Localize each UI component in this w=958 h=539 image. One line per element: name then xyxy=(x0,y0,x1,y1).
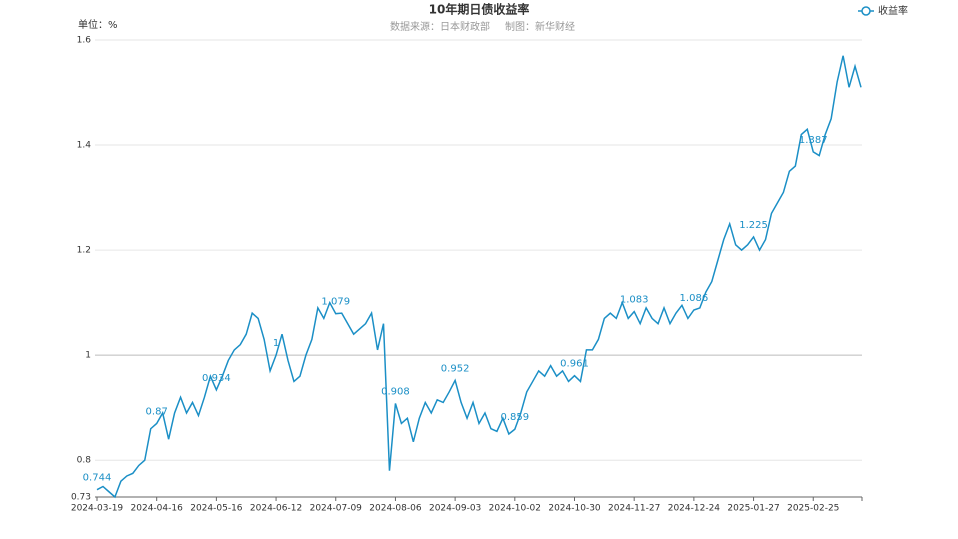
data-label: 1.387 xyxy=(799,135,828,146)
x-tick-label: 2024-05-16 xyxy=(190,504,243,514)
x-tick-label: 2024-06-12 xyxy=(250,504,302,514)
data-label: 0.961 xyxy=(560,359,589,370)
legend-label: 收益率 xyxy=(878,4,908,17)
y-tick-label: 1 xyxy=(85,351,91,361)
data-label: 0.744 xyxy=(83,473,112,484)
unit-label: 单位：% xyxy=(78,18,118,31)
y-tick-label: 0.73 xyxy=(71,493,91,503)
data-label: 0.908 xyxy=(381,386,410,397)
x-tick-label: 2025-02-25 xyxy=(787,504,839,514)
x-tick-label: 2024-04-16 xyxy=(131,504,184,514)
data-label: 1 xyxy=(273,338,279,349)
x-tick-label: 2025-01-27 xyxy=(727,504,779,514)
data-label: 1.083 xyxy=(620,295,649,306)
chart-title: 10年期日债收益率 xyxy=(429,2,530,17)
y-tick-label: 1.2 xyxy=(77,246,91,256)
data-label: 0.952 xyxy=(441,363,470,374)
data-label: 1.086 xyxy=(680,293,709,304)
x-tick-label: 2024-09-03 xyxy=(429,504,481,514)
y-tick-label: 0.8 xyxy=(77,456,92,466)
data-label: 1.079 xyxy=(321,297,350,308)
legend-marker xyxy=(861,6,871,16)
x-tick-label: 2024-08-06 xyxy=(369,504,422,514)
chart-subtitle: 数据来源：日本财政部 xyxy=(390,20,490,33)
data-label: 0.934 xyxy=(202,373,231,384)
chart-subtitle: 制图：新华财经 xyxy=(505,20,575,33)
y-tick-label: 1.6 xyxy=(77,36,92,46)
x-tick-label: 2024-07-09 xyxy=(310,504,363,514)
data-label: 0.87 xyxy=(146,406,168,417)
y-tick-label: 1.4 xyxy=(77,141,92,151)
x-tick-label: 2024-11-27 xyxy=(608,504,660,514)
series-line xyxy=(96,55,862,499)
x-tick-label: 2024-10-30 xyxy=(548,504,601,514)
x-tick-label: 2024-12-24 xyxy=(668,504,721,514)
x-tick-label: 2024-03-19 xyxy=(71,504,124,514)
data-label: 0.859 xyxy=(500,412,529,423)
data-label: 1.225 xyxy=(739,220,768,231)
x-tick-label: 2024-10-02 xyxy=(489,504,541,514)
